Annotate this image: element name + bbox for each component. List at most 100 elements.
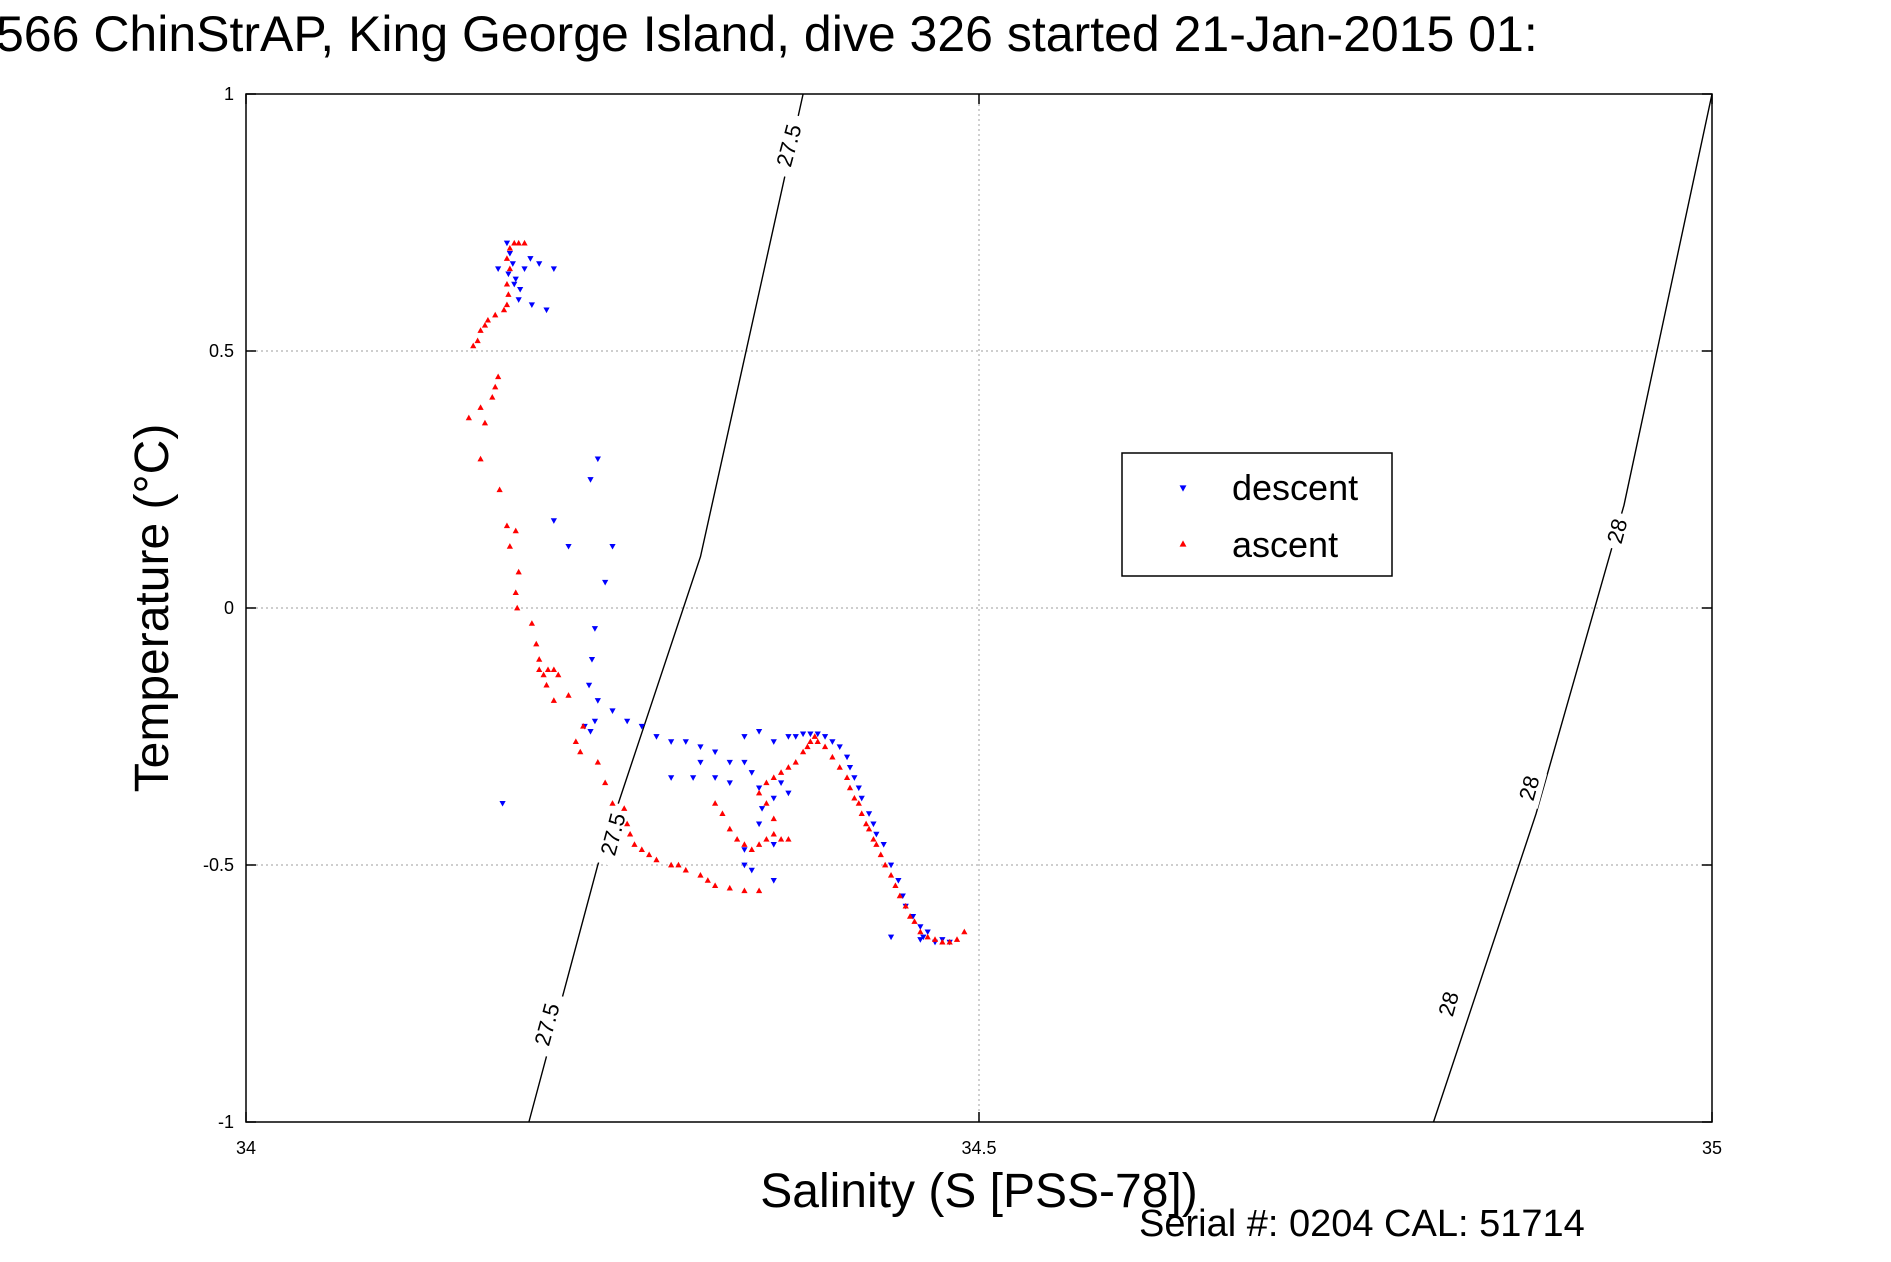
point-ascent [477,404,484,410]
point-ascent [785,836,792,842]
point-ascent [882,861,889,868]
axis-ticks: 34 34.5 35 -1 -0.5 0 0.5 1 [203,84,1722,1158]
point-descent [758,806,766,812]
point-ascent [946,938,953,945]
point-descent [668,739,675,745]
point-descent [770,739,777,745]
x-axis-label: Salinity (S [PSS-78]) [760,1165,1197,1218]
point-ascent [870,836,877,842]
point-ascent [495,373,502,380]
point-ascent [512,527,519,534]
point-ascent [515,239,522,246]
point-ascent [602,779,609,786]
point-ascent [506,543,513,549]
point-descent [503,240,511,247]
point-descent [917,937,924,943]
point-ascent [712,882,719,888]
y-tick-label: 1 [224,84,234,104]
contour-label-bg [766,111,810,179]
grid [246,94,1712,1122]
point-ascent [873,841,880,847]
x-tick-label: 34 [236,1138,256,1158]
point-descent [528,302,535,308]
point-ascent [496,486,503,493]
point-descent [505,271,512,278]
point-ascent [512,589,519,595]
point-ascent [807,738,814,745]
point-ascent [536,666,543,673]
point-ascent [653,856,660,863]
point-ascent [858,810,865,816]
point-descent [855,785,862,792]
contour-label-bg [525,990,569,1058]
point-ascent [863,820,870,827]
point-descent [521,266,528,272]
point-ascent [580,723,587,729]
point-ascent [719,810,726,816]
point-ascent [785,764,792,770]
point-descent [858,795,865,802]
point-ascent [506,265,513,272]
legend-marker-descent [1179,485,1187,492]
point-ascent [481,419,489,426]
y-axis-label: Temperature (°C) [126,424,179,793]
point-ascent [843,774,851,780]
point-descent [770,795,777,802]
point-descent [594,456,601,463]
contour-line-1 [1432,93,1713,1123]
point-ascent [712,800,719,806]
point-descent [748,770,755,776]
point-ascent [477,455,484,462]
x-tick-label: 35 [1702,1138,1722,1158]
point-ascent [544,666,552,673]
serial-cal-footer: Serial #: 0204 CAL: 51714 [1139,1203,1585,1245]
point-ascent [481,322,489,328]
point-ascent [474,337,481,344]
point-descent [591,626,599,632]
point-ascent [577,748,584,755]
point-descent [511,281,518,288]
y-tick-label: -0.5 [203,855,234,875]
point-descent [550,518,557,524]
point-ascent [503,301,511,308]
point-ascent [734,836,741,842]
point-ascent [851,794,858,801]
point-ascent [755,887,763,894]
point-descent [697,759,704,766]
point-descent [726,759,733,766]
point-ascent [755,789,763,796]
point-descent [499,800,506,807]
point-ascent [536,656,543,662]
point-ascent [877,851,884,858]
point-ascent [846,784,854,791]
point-ascent [503,280,511,287]
point-descent [527,256,534,262]
point-ascent [961,928,968,935]
point-descent [755,728,763,735]
point-descent [836,744,843,750]
point-ascent [911,918,918,924]
point-ascent [726,884,733,891]
point-ascent [565,692,572,698]
point-descent [741,759,748,766]
point-ascent [521,239,528,246]
legend-label-descent: descent [1232,467,1358,508]
point-ascent [770,774,777,780]
point-descent [587,728,594,735]
point-ascent [675,861,682,868]
legend-label-ascent: ascent [1232,524,1338,565]
point-descent [924,929,931,936]
contour-label-bg [1429,982,1467,1025]
point-descent [755,785,763,792]
point-ascent [555,671,562,678]
point-descent [638,723,645,730]
point-descent [792,734,799,740]
point-descent [829,739,836,745]
point-descent [851,775,858,781]
point-ascent [770,830,777,837]
point-ascent [821,743,829,750]
point-descent [917,924,924,930]
chart-title: 566 ChinStrAP, King George Island, dive … [0,6,1538,62]
point-ascent [500,306,508,313]
point-descent [712,775,719,781]
